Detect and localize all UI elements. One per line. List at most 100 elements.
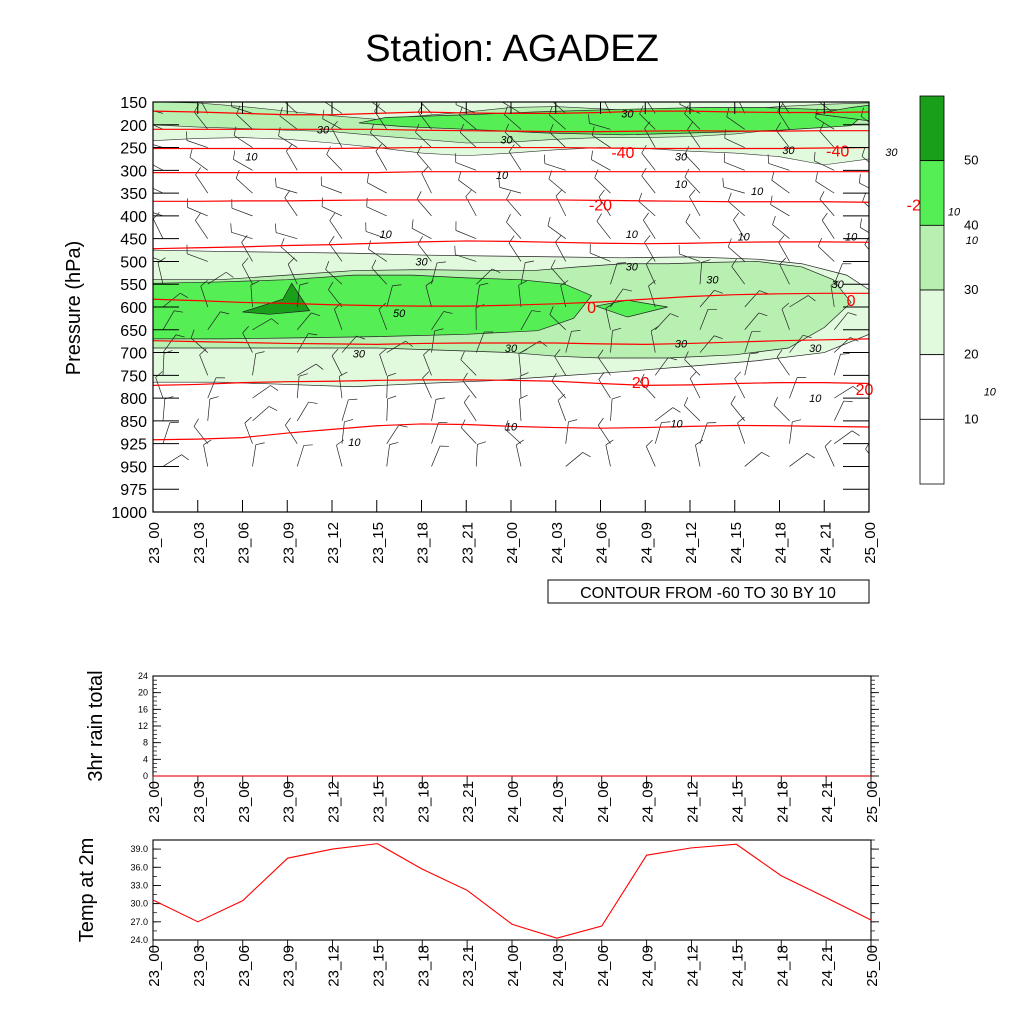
wind-barb-shaft [520,376,521,398]
wind-barb-flag [844,401,853,402]
y-tick-label: 200 [120,118,147,135]
wind-barb-shaft [790,377,798,398]
wind-barb-flag [466,190,472,197]
wind-barb-flag [735,87,741,94]
x-tick-label: 24_12 [685,781,702,823]
wind-barb-shaft [595,178,611,193]
wind-barb-flag [182,455,189,460]
wind-barb-shaft [545,164,566,171]
wind-barb-shaft [506,199,521,216]
wind-barb-shaft [327,155,342,171]
x-tick-label: 24_00 [505,945,522,987]
y-tick-label: 150 [120,95,147,112]
wind-barb-flag [548,217,550,226]
wind-barb-shaft [772,180,790,193]
humidity-contour-label: 30 [621,108,634,120]
wind-barb-shaft [724,187,745,193]
wind-barb-flag [771,196,773,205]
wind-barb-shaft [367,207,387,216]
y-tick-label: 650 [120,323,147,340]
wind-barb-shaft [724,162,744,170]
wind-barb-shaft [879,262,881,284]
legend-swatch [920,355,944,420]
wind-barb-shaft [818,246,834,261]
x-tick-label: 24_15 [729,945,746,987]
y-axis-label: 3hr rain total [85,670,107,781]
wind-barb-flag [281,90,284,98]
wind-barb-flag [643,213,648,220]
wind-barb-flag [329,236,334,244]
wind-barb-flag [591,151,592,160]
y-tick-label: 925 [120,437,147,454]
wind-barb-shaft [642,153,656,170]
wind-barb-flag [774,397,778,405]
y-tick-label: 1000 [111,505,147,522]
wind-barb-shaft [276,187,297,193]
wind-barb-flag [399,425,408,427]
wind-barb-flag [369,91,372,100]
x-tick-label: 23_18 [415,781,432,823]
wind-barb-shaft [195,220,207,238]
x-tick-label: 24_03 [549,522,566,564]
wind-barb-shaft [868,94,879,113]
wind-barb-flag [549,90,552,98]
humidity-contour-label: 30 [675,152,688,164]
y-tick-label: 450 [120,232,147,249]
wind-barb-flag [388,396,397,399]
x-tick-label: 24_03 [550,781,567,823]
y-tick-label: 500 [120,254,147,271]
x-tick-label: 24_12 [685,945,702,987]
humidity-contour-label: 30 [782,145,795,157]
wind-barb-shaft [253,386,271,399]
wind-barb-flag [868,87,874,94]
wind-barb-flag [612,396,621,399]
humidity-contour-label: 10 [751,186,764,198]
wind-barb-flag [324,92,326,101]
wind-barb-flag [863,193,866,201]
temp2m-series-line [153,844,871,939]
wind-barb-shaft [769,163,790,170]
wind-barb-shaft [196,175,208,193]
wind-barb-flag [556,190,562,197]
wind-barb-flag [506,191,510,199]
wind-barb-flag [245,417,252,423]
humidity-contour-label: 30 [706,275,719,287]
wind-barb-shaft [417,154,431,171]
humidity-contour-label: 10 [245,152,258,164]
wind-barb-shaft [376,151,387,170]
wind-barb-flag [599,190,604,197]
y-tick-label: 800 [120,391,147,408]
wind-barb-flag [196,167,201,174]
x-tick-label: 24_00 [504,522,521,564]
wind-barb-shaft [204,445,208,467]
y-tick-label: 975 [120,482,147,499]
wind-barb-flag [762,452,770,456]
x-tick-label: 23_15 [370,781,387,823]
y-tick-label: 350 [120,186,147,203]
humidity-contour-label: 50 [393,308,406,320]
x-tick-label: 23_15 [370,522,387,564]
wind-barb-shaft [646,446,655,466]
x-tick-label: 23_00 [146,781,163,823]
wind-barb-shaft [689,197,700,216]
wind-barb-flag [275,224,276,233]
wind-barb-flag [194,419,199,427]
wind-barb-shaft [745,452,762,466]
wind-barb-shaft [387,425,399,443]
y-tick-label: 750 [120,368,147,385]
wind-barb-flag [817,91,819,100]
wind-barb-flag [195,213,200,220]
wind-barb-flag [286,144,292,151]
legend-swatch [920,161,944,226]
wind-barb-flag [367,174,368,183]
y-tick-label: 30.0 [130,899,148,909]
wind-barb-shaft [548,226,566,239]
wind-barb-shaft [591,160,610,171]
y-tick-label: 300 [120,163,147,180]
wind-barb-flag [597,214,602,222]
y-axis-label: Pressure (hPa) [63,241,85,376]
isotherm-label: 0 [847,293,856,310]
legend-swatch [920,96,944,161]
wind-barb-flag [869,372,875,379]
wind-barb-shaft [519,399,521,421]
